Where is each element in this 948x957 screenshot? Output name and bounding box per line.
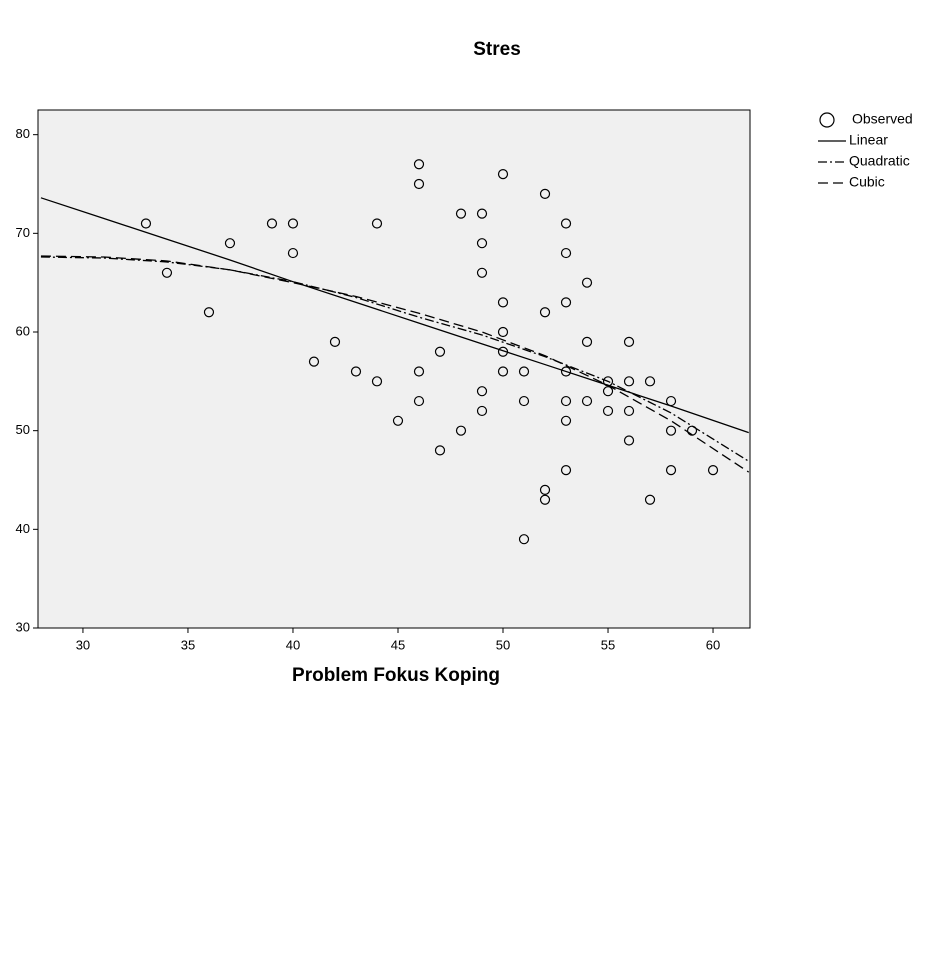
legend-label: Quadratic	[849, 153, 910, 169]
observed-point	[560, 395, 572, 407]
observed-point	[329, 336, 341, 347]
observed-point	[455, 208, 467, 219]
observed-point	[476, 267, 488, 278]
observed-point	[476, 238, 488, 249]
observed-point	[623, 376, 635, 387]
y-tick-label: 50	[16, 422, 30, 437]
observed-point	[560, 297, 572, 308]
y-tick-label: 30	[16, 619, 30, 634]
observed-point	[581, 336, 593, 347]
observed-point	[455, 425, 467, 436]
observed-point	[602, 386, 614, 397]
fit-line	[40, 197, 749, 434]
observed-point	[413, 159, 425, 170]
observed-point	[434, 445, 446, 456]
x-axis-title: Problem Fokus Koping	[292, 665, 500, 686]
observed-point	[287, 247, 299, 259]
x-tick-label: 35	[181, 637, 195, 652]
legend-label: Linear	[849, 132, 888, 148]
plot-content	[40, 159, 750, 545]
observed-point	[371, 376, 383, 387]
observed-point	[413, 366, 425, 377]
observed-point	[560, 465, 572, 476]
observed-point	[539, 307, 551, 318]
observed-point	[266, 218, 278, 229]
observed-point	[476, 405, 488, 417]
observed-point	[203, 307, 215, 318]
observed-point	[602, 405, 614, 417]
observed-point	[644, 494, 656, 505]
observed-point	[539, 188, 551, 199]
observed-point	[665, 465, 677, 476]
observed-point	[497, 297, 509, 308]
observed-point	[518, 366, 530, 377]
x-tick-label: 55	[601, 637, 615, 652]
observed-point	[560, 415, 572, 426]
observed-point	[308, 356, 320, 367]
observed-point	[665, 425, 677, 436]
observed-point	[497, 326, 509, 338]
observed-point	[434, 346, 446, 357]
x-tick-label: 60	[706, 637, 720, 652]
fit-line	[40, 256, 750, 462]
observed-point	[539, 494, 551, 505]
y-tick-label: 70	[16, 225, 30, 240]
observed-point	[161, 267, 173, 278]
observed-point	[518, 534, 530, 545]
observed-point	[140, 218, 152, 229]
observed-point	[581, 395, 593, 407]
x-tick-label: 50	[496, 637, 510, 652]
legend-label: Observed	[852, 111, 913, 127]
observed-point	[560, 247, 572, 259]
observed-point	[497, 169, 509, 180]
observed-point	[413, 178, 425, 190]
observed-point	[371, 218, 383, 229]
x-tick-label: 40	[286, 637, 300, 652]
legend-label: Cubic	[849, 174, 885, 190]
observed-point	[707, 465, 719, 476]
legend-marker	[819, 112, 835, 128]
observed-point	[581, 277, 593, 288]
plot-area	[37, 109, 751, 629]
observed-point	[539, 484, 551, 495]
y-tick-label: 80	[16, 126, 30, 141]
observed-point	[224, 238, 236, 249]
observed-point	[497, 366, 509, 377]
observed-point	[476, 386, 488, 397]
observed-point	[560, 366, 572, 377]
observed-point	[518, 395, 530, 407]
y-tick-label: 40	[16, 521, 30, 536]
observed-point	[350, 366, 362, 377]
observed-point	[476, 208, 488, 219]
y-tick-label: 60	[16, 323, 30, 338]
observed-point	[623, 435, 635, 446]
x-tick-label: 30	[76, 637, 90, 652]
observed-point	[560, 218, 572, 229]
chart-title: Stres	[473, 39, 521, 60]
fit-line	[40, 255, 750, 473]
observed-point	[413, 395, 425, 407]
observed-point	[644, 376, 656, 387]
observed-point	[392, 415, 404, 426]
observed-point	[287, 218, 299, 229]
x-tick-label: 45	[391, 637, 405, 652]
observed-point	[623, 336, 635, 347]
observed-point	[623, 405, 635, 417]
